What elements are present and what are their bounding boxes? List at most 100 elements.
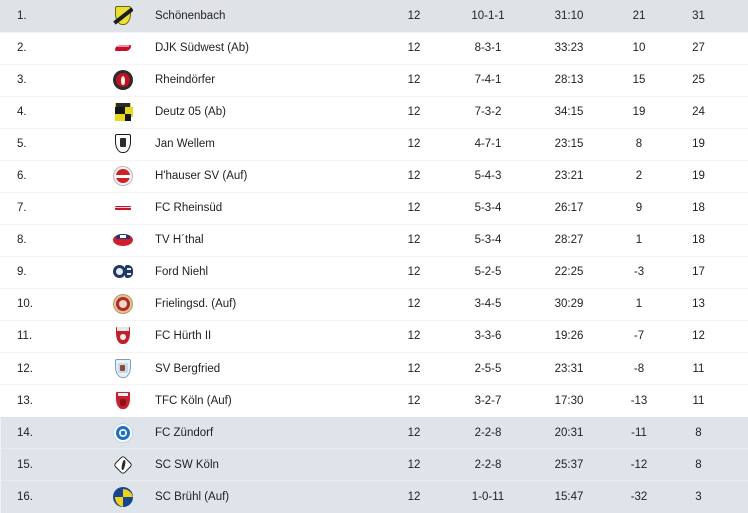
rank-cell: 10. — [0, 287, 95, 321]
rank-cell: 1. — [0, 0, 95, 33]
table-row[interactable]: 14. FC Zündorf 12 2-2-8 20:31 -11 8 — [0, 416, 748, 449]
win-draw-loss-cell: 10-1-1 — [443, 0, 533, 33]
goals-cell: 17:30 — [533, 384, 605, 417]
table-row[interactable]: 8. TV H´thal 12 5-3-4 28:27 1 18 — [0, 223, 748, 257]
points-cell: 19 — [673, 159, 748, 193]
table-row[interactable]: 15. SC SW Köln 12 2-2-8 25:37 -12 8 — [0, 448, 748, 481]
goal-difference-cell: 10 — [605, 31, 673, 65]
rank-cell: 16. — [0, 480, 95, 513]
goal-difference-cell: -11 — [605, 416, 673, 449]
red-white-roundel-icon — [112, 166, 133, 187]
table-row[interactable]: 7. FC Rheinsüd 12 5-3-4 26:17 9 18 — [0, 191, 748, 225]
rank-cell: 2. — [0, 31, 95, 65]
crest-cell — [95, 480, 150, 513]
table-row[interactable]: 10. Frielingsd. (Auf) 12 3-4-5 30:29 1 13 — [0, 287, 748, 321]
white-diamond-outline-icon — [112, 454, 133, 475]
rank-cell: 9. — [0, 255, 95, 289]
table-row[interactable]: 11. FC Hürth II 12 3-3-6 19:26 -7 12 — [0, 319, 748, 353]
goals-cell: 31:10 — [533, 0, 605, 33]
pale-blue-shield-icon — [113, 358, 133, 379]
team-name-cell[interactable]: DJK Südwest (Ab) — [150, 31, 385, 65]
table-row[interactable]: 6. H'hauser SV (Auf) 12 5-4-3 23:21 2 19 — [0, 159, 748, 193]
crest-cell — [95, 287, 150, 321]
goals-cell: 33:23 — [533, 31, 605, 65]
table-row[interactable]: 4. Deutz 05 (Ab) 12 7-3-2 34:15 19 24 — [0, 95, 748, 129]
team-name-cell[interactable]: SC Brühl (Auf) — [150, 480, 385, 513]
table-row[interactable]: 2. DJK Südwest (Ab) 12 8-3-1 33:23 10 27 — [0, 31, 748, 65]
team-name-cell[interactable]: TV H´thal — [150, 223, 385, 257]
matches-played-cell: 12 — [385, 191, 443, 225]
red-swoosh-banner-icon — [113, 38, 133, 58]
rank-cell: 13. — [0, 384, 95, 417]
team-name-cell[interactable]: SC SW Köln — [150, 448, 385, 481]
win-draw-loss-cell: 7-3-2 — [443, 95, 533, 129]
win-draw-loss-cell: 3-2-7 — [443, 384, 533, 417]
table-row[interactable]: 1. Schönenbach 12 10-1-1 31:10 21 31 — [0, 0, 748, 33]
goals-cell: 20:31 — [533, 416, 605, 449]
rank-cell: 6. — [0, 159, 95, 193]
goal-difference-cell: -3 — [605, 255, 673, 289]
goals-cell: 19:26 — [533, 319, 605, 353]
goal-difference-cell: -13 — [605, 384, 673, 417]
team-name-cell[interactable]: TFC Köln (Auf) — [150, 384, 385, 417]
matches-played-cell: 12 — [385, 448, 443, 481]
white-black-shield-icon — [113, 134, 133, 154]
goal-difference-cell: -12 — [605, 448, 673, 481]
rank-cell: 15. — [0, 448, 95, 481]
crest-cell — [95, 416, 150, 449]
rank-cell: 8. — [0, 223, 95, 257]
matches-played-cell: 12 — [385, 95, 443, 129]
team-name-cell[interactable]: FC Hürth II — [150, 319, 385, 353]
table-row[interactable]: 3. Rheindörfer 12 7-4-1 28:13 15 25 — [0, 63, 748, 97]
table-row[interactable]: 9. Ford Niehl 12 5-2-5 22:25 -3 17 — [0, 255, 748, 289]
win-draw-loss-cell: 5-4-3 — [443, 159, 533, 193]
points-cell: 11 — [673, 384, 748, 417]
goals-cell: 23:15 — [533, 127, 605, 161]
team-name-cell[interactable]: Deutz 05 (Ab) — [150, 95, 385, 129]
team-name-cell[interactable]: Ford Niehl — [150, 255, 385, 289]
matches-played-cell: 12 — [385, 159, 443, 193]
crest-cell — [95, 319, 150, 353]
matches-played-cell: 12 — [385, 31, 443, 65]
win-draw-loss-cell: 3-4-5 — [443, 287, 533, 321]
rank-cell: 12. — [0, 352, 95, 385]
table-row[interactable]: 5. Jan Wellem 12 4-7-1 23:15 8 19 — [0, 127, 748, 161]
matches-played-cell: 12 — [385, 384, 443, 417]
gold-ring-roundel-icon — [112, 294, 133, 315]
red-shield-dark-icon — [113, 390, 133, 411]
team-name-cell[interactable]: FC Rheinsüd — [150, 191, 385, 225]
team-name-cell[interactable]: Rheindörfer — [150, 63, 385, 97]
team-name-cell[interactable]: H'hauser SV (Auf) — [150, 159, 385, 193]
goal-difference-cell: 9 — [605, 191, 673, 225]
table-row[interactable]: 16. SC Brühl (Auf) 12 1-0-11 15:47 -32 3 — [0, 480, 748, 513]
win-draw-loss-cell: 2-5-5 — [443, 352, 533, 385]
goals-cell: 23:21 — [533, 159, 605, 193]
points-cell: 17 — [673, 255, 748, 289]
table-row[interactable]: 13. TFC Köln (Auf) 12 3-2-7 17:30 -13 11 — [0, 384, 748, 417]
crest-cell — [95, 448, 150, 481]
table-row[interactable]: 12. SV Bergfried 12 2-5-5 23:31 -8 11 — [0, 352, 748, 385]
win-draw-loss-cell: 8-3-1 — [443, 31, 533, 65]
points-cell: 8 — [673, 416, 748, 449]
points-cell: 18 — [673, 223, 748, 257]
rank-cell: 3. — [0, 63, 95, 97]
points-cell: 24 — [673, 95, 748, 129]
goal-difference-cell: 19 — [605, 95, 673, 129]
team-name-cell[interactable]: SV Bergfried — [150, 352, 385, 385]
crest-cell — [95, 384, 150, 417]
team-name-cell[interactable]: Schönenbach — [150, 0, 385, 33]
win-draw-loss-cell: 3-3-6 — [443, 319, 533, 353]
team-name-cell[interactable]: Jan Wellem — [150, 127, 385, 161]
goal-difference-cell: 15 — [605, 63, 673, 97]
matches-played-cell: 12 — [385, 480, 443, 513]
team-name-cell[interactable]: Frielingsd. (Auf) — [150, 287, 385, 321]
goal-difference-cell: -7 — [605, 319, 673, 353]
win-draw-loss-cell: 4-7-1 — [443, 127, 533, 161]
points-cell: 8 — [673, 448, 748, 481]
yellow-black-checker-icon — [113, 102, 133, 122]
points-cell: 25 — [673, 63, 748, 97]
goal-difference-cell: 8 — [605, 127, 673, 161]
goals-cell: 34:15 — [533, 95, 605, 129]
team-name-cell[interactable]: FC Zündorf — [150, 416, 385, 449]
